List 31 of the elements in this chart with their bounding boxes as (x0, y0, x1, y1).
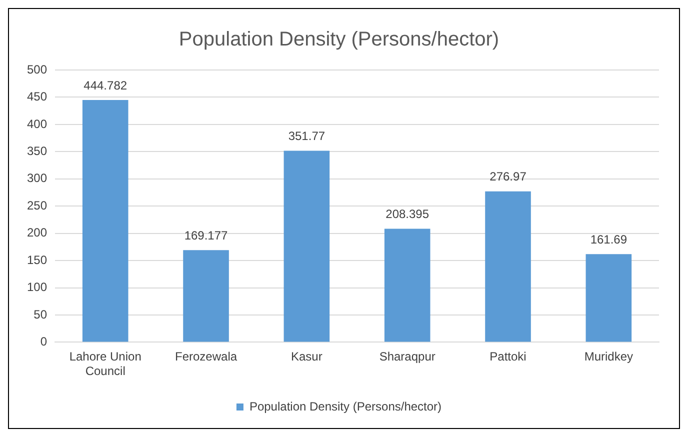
x-tick-label: Kasur (291, 350, 322, 364)
data-label: 276.97 (490, 170, 527, 184)
y-tick-label: 400 (26, 116, 48, 131)
y-tick-label: 300 (26, 171, 48, 186)
y-tick-label: 150 (26, 252, 48, 267)
legend-label: Population Density (Persons/hector) (249, 399, 442, 414)
data-label: 161.69 (590, 232, 628, 246)
bar (586, 254, 632, 342)
bar (183, 250, 229, 342)
chart-title: Population Density (Persons/hector) (178, 28, 500, 51)
x-tick-label: Sharaqpur (379, 350, 436, 364)
bar (384, 228, 430, 342)
y-tick-label: 100 (26, 280, 48, 294)
y-tick-label: 250 (26, 198, 48, 212)
x-tick-label: Ferozewala (175, 350, 238, 364)
data-label: 351.77 (288, 129, 326, 144)
y-tick-label: 450 (26, 90, 48, 104)
bar (284, 150, 330, 342)
bar (82, 100, 128, 342)
x-tick-label: Lahore Union Council (69, 350, 142, 378)
data-label: 169.177 (184, 228, 228, 242)
y-tick-label: 50 (34, 307, 48, 322)
bar (485, 191, 531, 342)
x-tick-label: Muridkey (584, 350, 634, 364)
y-tick-label: 0 (40, 334, 48, 349)
y-tick-label: 350 (26, 144, 48, 158)
x-tick-label: Pattoki (490, 350, 526, 364)
data-label: 444.782 (84, 78, 128, 92)
y-tick-label: 500 (26, 62, 48, 76)
y-tick-label: 200 (26, 226, 48, 240)
data-label: 208.395 (386, 207, 430, 222)
